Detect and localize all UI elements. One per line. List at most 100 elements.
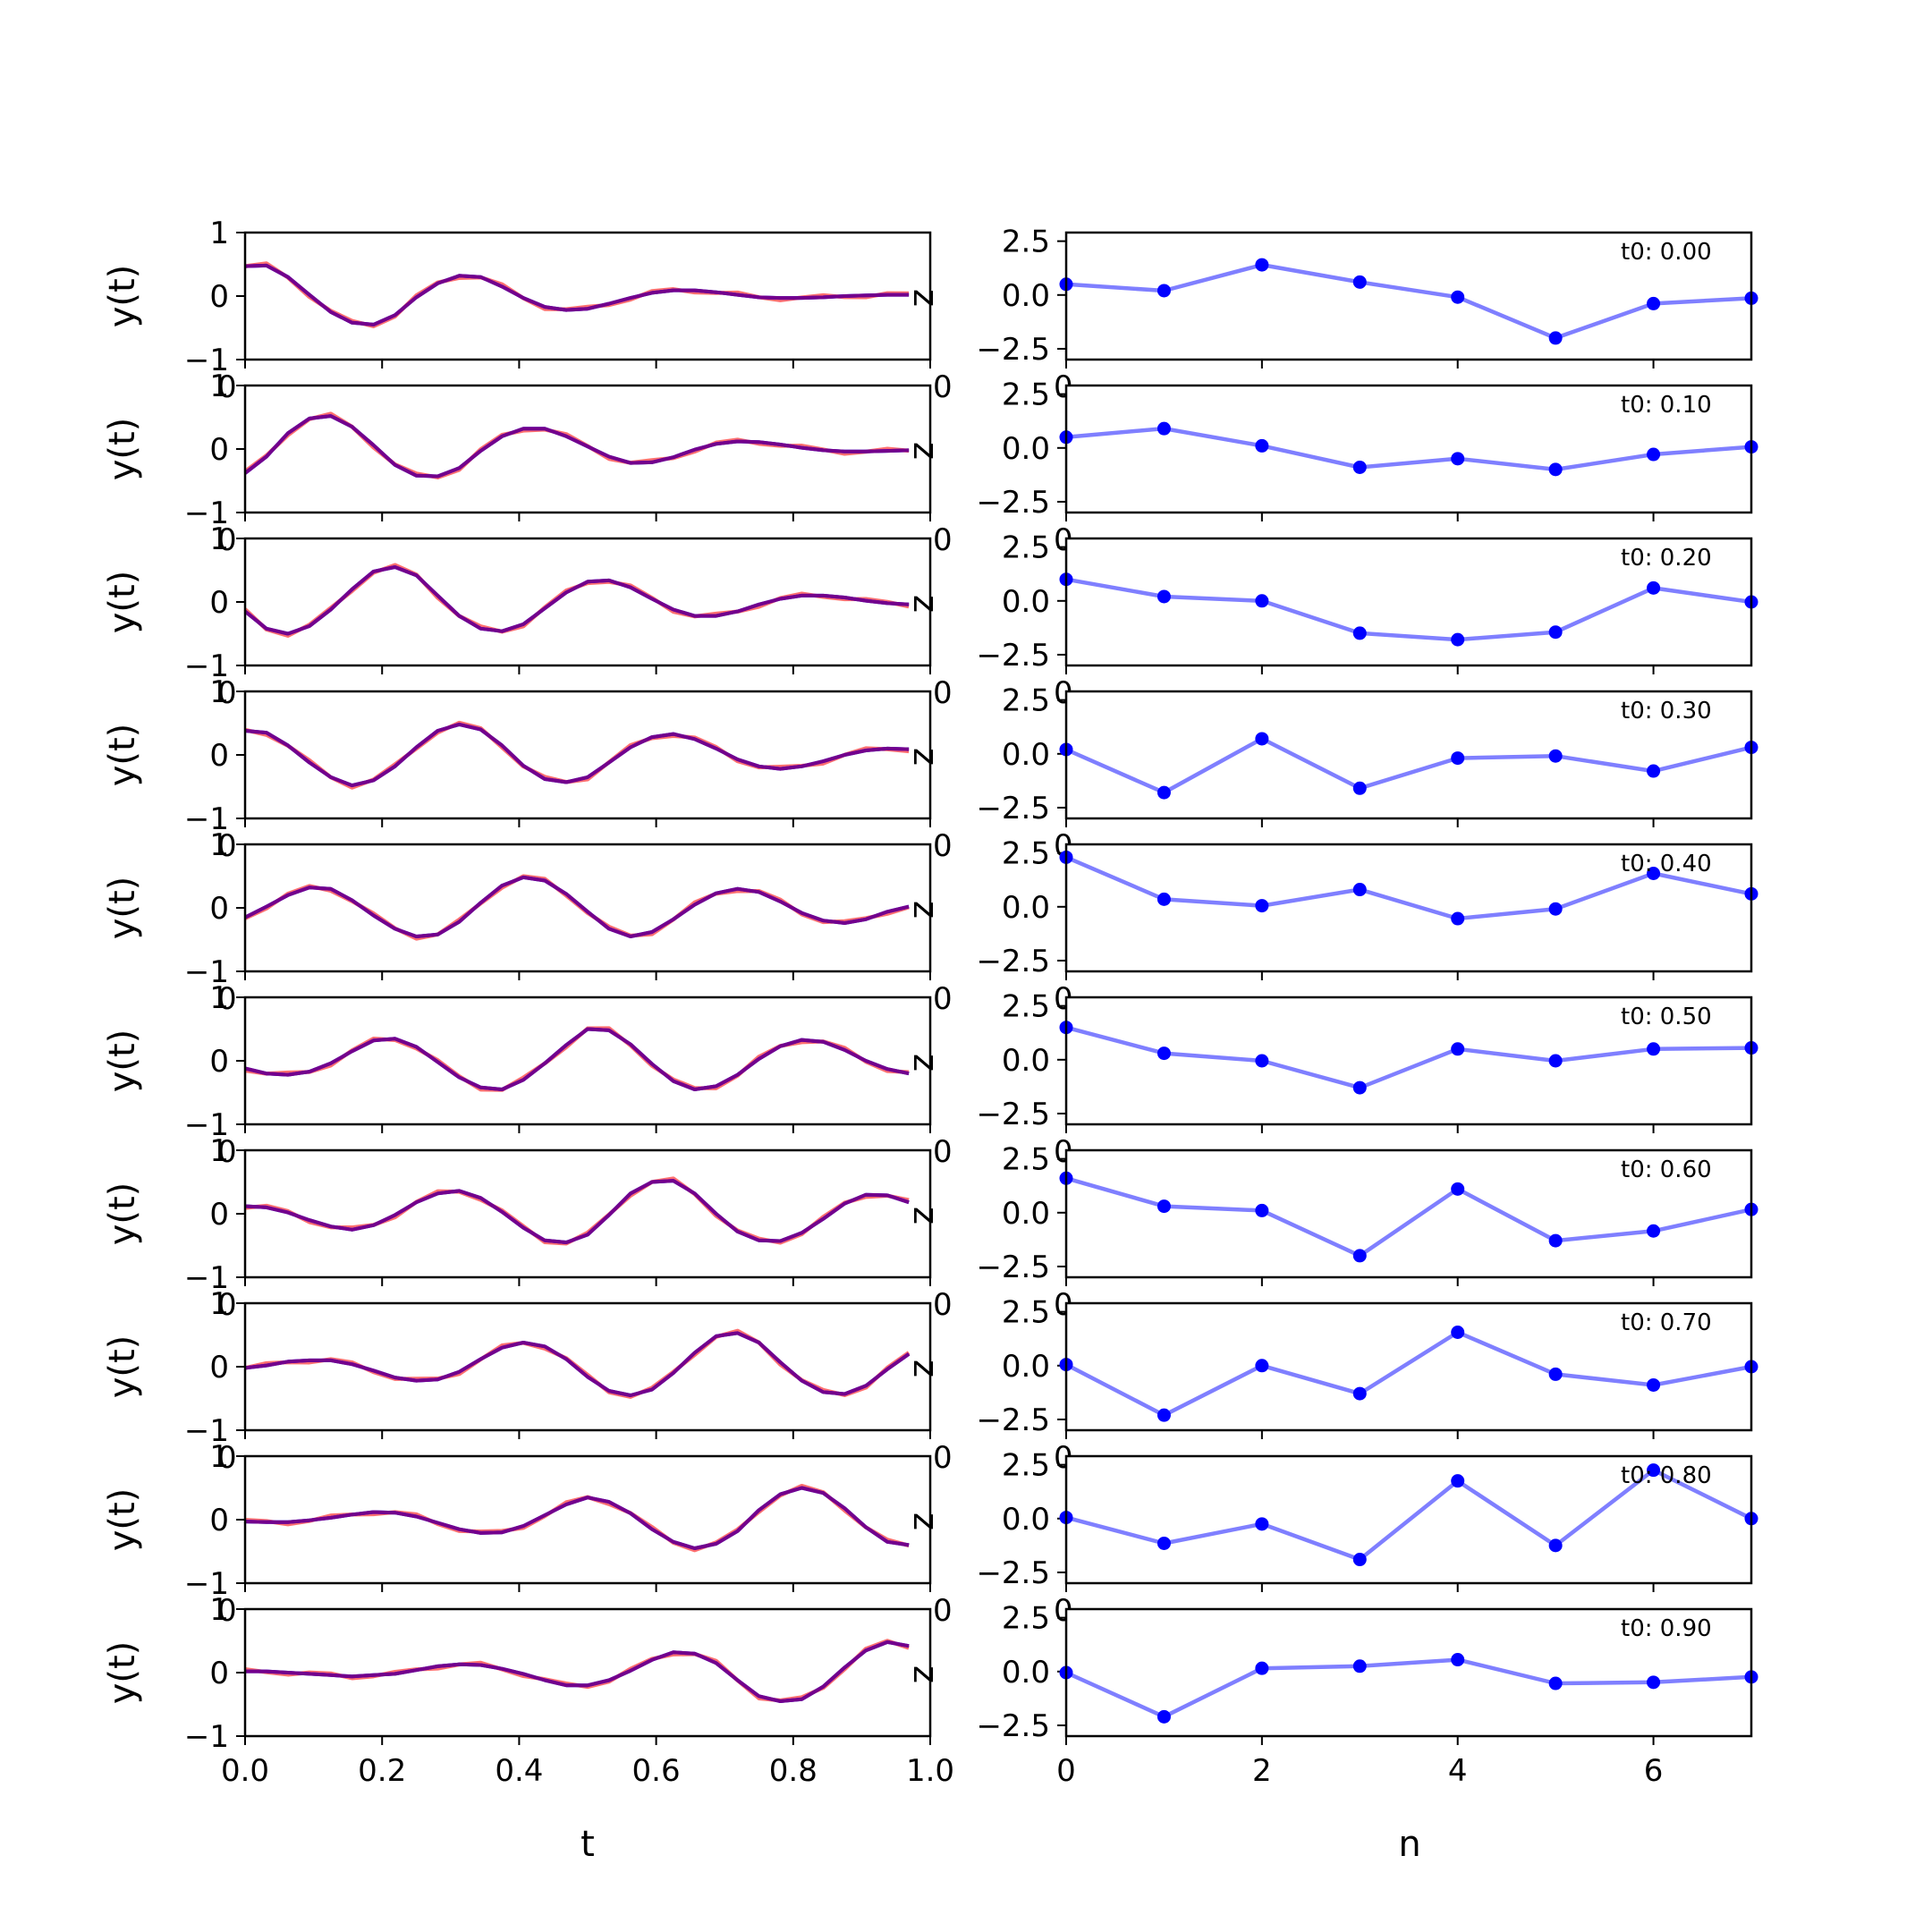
coefficient-line bbox=[1065, 1025, 1752, 1090]
coefficient-line bbox=[1065, 855, 1752, 921]
coefficient-panel: −2.5 0.0 2.5 t0: 0.00 bbox=[976, 225, 1758, 369]
coefficient-point bbox=[1157, 892, 1171, 906]
overlapped-tick-label: 0 bbox=[933, 981, 953, 1017]
coefficient-point bbox=[1647, 580, 1661, 595]
coefficient-point bbox=[1255, 1517, 1269, 1531]
y-tick-label: 0.0 bbox=[1002, 1043, 1050, 1079]
coefficient-point bbox=[1255, 594, 1269, 608]
y-tick-label: 0.0 bbox=[1002, 431, 1050, 467]
overlay-signal-line bbox=[244, 1331, 911, 1397]
y-tick-label: 1 bbox=[209, 369, 229, 404]
overlapped-tick-label: 0 bbox=[933, 522, 953, 558]
coefficient-point bbox=[1255, 1359, 1269, 1373]
panel-frame bbox=[1064, 1454, 1753, 1585]
panel-frame bbox=[243, 1301, 932, 1432]
y-tick-label: 2.5 bbox=[1002, 989, 1050, 1025]
overlapped-tick-label: 0 bbox=[933, 828, 953, 864]
coefficient-line bbox=[1065, 262, 1752, 341]
coefficient-panel: −2.5 0.0 2.5 t0: 0.60 bbox=[976, 1142, 1758, 1286]
coefficient-point bbox=[1352, 1080, 1367, 1095]
coefficient-panel: −2.5 0.0 2.5 t0: 0.30 bbox=[976, 683, 1758, 827]
overlapped-tick-label: 0 bbox=[217, 828, 237, 864]
coefficient-point bbox=[1647, 866, 1661, 880]
coefficient-point bbox=[1548, 902, 1563, 916]
overlay-signal-line bbox=[244, 1027, 910, 1091]
panel-frame bbox=[243, 996, 932, 1126]
panel-frame bbox=[243, 537, 932, 667]
z-axis-label: z bbox=[906, 442, 945, 460]
coefficient-point bbox=[1548, 331, 1563, 345]
y-axis-label: y(t) bbox=[102, 265, 143, 328]
coefficient-point bbox=[1255, 1203, 1269, 1217]
y-tick-label: 1 bbox=[209, 521, 229, 557]
overlapped-tick-label: 0 bbox=[933, 1593, 953, 1629]
x-tick-label: 4 bbox=[1448, 1753, 1468, 1789]
panel-frame bbox=[1064, 843, 1753, 973]
t0-annotation: t0: 0.60 bbox=[1621, 1157, 1712, 1183]
overlay-signal-line bbox=[243, 565, 910, 636]
y-tick-label: −2.5 bbox=[976, 1250, 1050, 1285]
coefficient-point bbox=[1157, 589, 1171, 604]
coefficient-point bbox=[1451, 1653, 1465, 1667]
coefficient-point bbox=[1451, 1182, 1465, 1196]
panel-background bbox=[1066, 386, 1751, 513]
z-axis-label: z bbox=[906, 1665, 945, 1683]
panel-frame bbox=[243, 1454, 932, 1585]
coefficient-point bbox=[1647, 1675, 1661, 1690]
coefficient-point bbox=[1647, 1377, 1661, 1392]
y-tick-label: −1 bbox=[184, 1413, 229, 1449]
overlapped-tick-label: 0 bbox=[217, 1134, 237, 1170]
y-tick-label: 0 bbox=[209, 585, 229, 621]
coefficient-point bbox=[1647, 447, 1661, 462]
y-tick-label: 2.5 bbox=[1002, 530, 1050, 566]
y-tick-label: 0 bbox=[209, 432, 229, 468]
coefficient-point bbox=[1548, 625, 1563, 640]
panel-background bbox=[245, 538, 930, 665]
background-layer: 0 0 00 0 00 0 00 0 00 0 00 0 00 0 00 0 00 0 0 bbox=[217, 369, 1073, 1629]
coefficient-point bbox=[1157, 284, 1171, 298]
coefficient-line bbox=[1065, 426, 1752, 472]
panel-background bbox=[1066, 844, 1751, 971]
y-tick-label: −2.5 bbox=[976, 1555, 1050, 1591]
coefficient-point bbox=[1157, 1199, 1171, 1214]
y-axis-label: y(t) bbox=[102, 571, 143, 634]
coefficient-point bbox=[1157, 1046, 1171, 1061]
panel-frame bbox=[1064, 1607, 1753, 1738]
y-tick-label: 0.0 bbox=[1002, 278, 1050, 314]
coefficient-point bbox=[1255, 1661, 1269, 1675]
y-tick-label: 0.0 bbox=[1002, 890, 1050, 926]
x-tick-label: 6 bbox=[1644, 1753, 1664, 1789]
z-axis-label: z bbox=[906, 1207, 945, 1224]
overlapped-tick-label: 0 bbox=[217, 981, 237, 1017]
panel-background bbox=[1066, 1150, 1751, 1277]
coefficient-column: −2.50.02.5 t0: 0.00−2.50.02.5 t0: 0.10−2.5… bbox=[976, 225, 1758, 1789]
y-axis-label: y(t) bbox=[102, 418, 143, 481]
coefficient-point bbox=[1255, 258, 1269, 272]
panel-frame bbox=[1064, 1148, 1753, 1279]
panel-background bbox=[245, 1456, 930, 1583]
t0-annotation: t0: 0.10 bbox=[1621, 392, 1712, 419]
y-tick-label: 1 bbox=[209, 1286, 229, 1322]
panel-frame bbox=[1064, 996, 1753, 1126]
coefficient-point bbox=[1157, 1709, 1171, 1724]
y-axis-label: y(t) bbox=[102, 1488, 143, 1552]
panel-background bbox=[1066, 691, 1751, 818]
coefficient-point bbox=[1548, 1367, 1563, 1381]
x-tick-label: 0.0 bbox=[221, 1753, 269, 1789]
n-axis-label: n bbox=[1398, 1824, 1420, 1865]
x-tick-label: 0 bbox=[1056, 1753, 1076, 1789]
t0-annotation: t0: 0.00 bbox=[1621, 239, 1712, 266]
y-tick-label: −2.5 bbox=[976, 1402, 1050, 1438]
coefficient-point bbox=[1255, 899, 1269, 913]
coefficient-point bbox=[1548, 1233, 1563, 1248]
y-tick-label: −2.5 bbox=[976, 485, 1050, 521]
overlay-signal-line bbox=[243, 414, 910, 479]
y-tick-label: −1 bbox=[184, 1260, 229, 1296]
y-tick-label: 0.0 bbox=[1002, 1196, 1050, 1232]
y-tick-label: 1 bbox=[209, 674, 229, 710]
coefficient-point bbox=[1352, 275, 1367, 289]
overlapped-tick-label: 0 bbox=[217, 1440, 237, 1476]
